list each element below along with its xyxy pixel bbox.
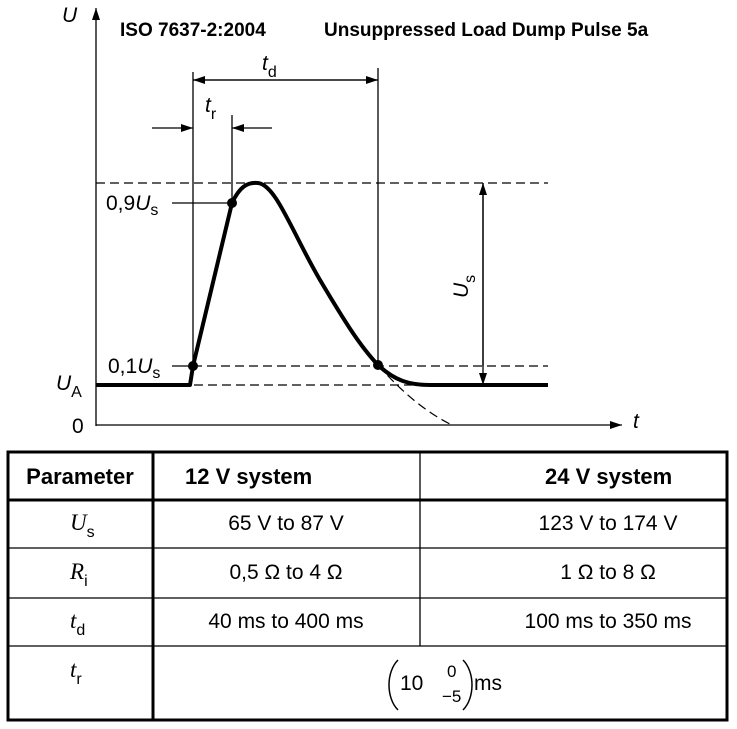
sub: s [87,524,95,541]
title: Unsuppressed Load Dump Pulse 5a [324,20,649,41]
sub: s [152,365,160,382]
origin: 0 [72,415,84,438]
sub: r [211,106,217,123]
level-low-label: 0,1Us [108,355,160,382]
symbol: t [70,657,77,682]
sub: A [71,384,82,401]
prefix: 0,1 [108,355,137,378]
tr-lower: −5 [442,687,461,706]
cell: 1 Ω to 8 Ω [560,561,656,584]
tr-label: tr [205,94,217,123]
ua-label: UA [56,372,82,401]
parameter: td [70,608,85,639]
symbol: R [69,559,84,584]
header-cell: 24 V system [545,464,672,489]
parameter: tr [70,657,82,688]
parameter: Ri [69,559,88,590]
paren [388,659,399,711]
symbol: U [70,510,88,535]
prefix: 0,9 [106,192,135,215]
level-high-label: 0,9Us [106,192,158,219]
symbol: t [262,52,269,75]
symbol: U [137,355,153,378]
header-cell: 12 V system [185,464,312,489]
cell: 40 ms to 400 ms [208,610,363,633]
sub: d [268,64,277,81]
standard: ISO 7637-2:2004 [120,20,266,41]
sub: i [84,573,88,590]
table-rows: Us 65 V to 87 V 123 V to 174 V Ri 0,5 Ω to 4… [69,510,691,688]
cell: 100 ms to 350 ms [525,610,692,633]
cell: 0,5 Ω to 4 Ω [229,561,342,584]
symbol: t [70,608,77,633]
us-label: Us [450,275,479,298]
y-axis-label: U [62,4,78,27]
axes [92,8,622,429]
td-label: td [262,52,277,81]
tr-upper: 0 [447,662,456,681]
tr-nominal: 10 [400,672,423,695]
paren [462,659,473,711]
guides [96,68,548,426]
symbol: U [56,372,72,395]
sub: s [150,202,158,219]
symbol: U [450,282,473,298]
header-cell: Parameter [26,464,134,489]
symbol: t [205,94,212,117]
sub: s [462,275,479,283]
cell: 65 V to 87 V [228,512,344,535]
points [188,198,383,371]
tr-unit: ms [474,672,502,695]
cell: 123 V to 174 V [539,512,678,535]
symbol: U [135,192,151,215]
x-axis-label: t [633,410,640,433]
sub: r [76,671,82,688]
table-grid [6,450,729,722]
sub: d [76,622,85,639]
pulse [96,180,548,387]
parameter: Us [70,510,95,541]
